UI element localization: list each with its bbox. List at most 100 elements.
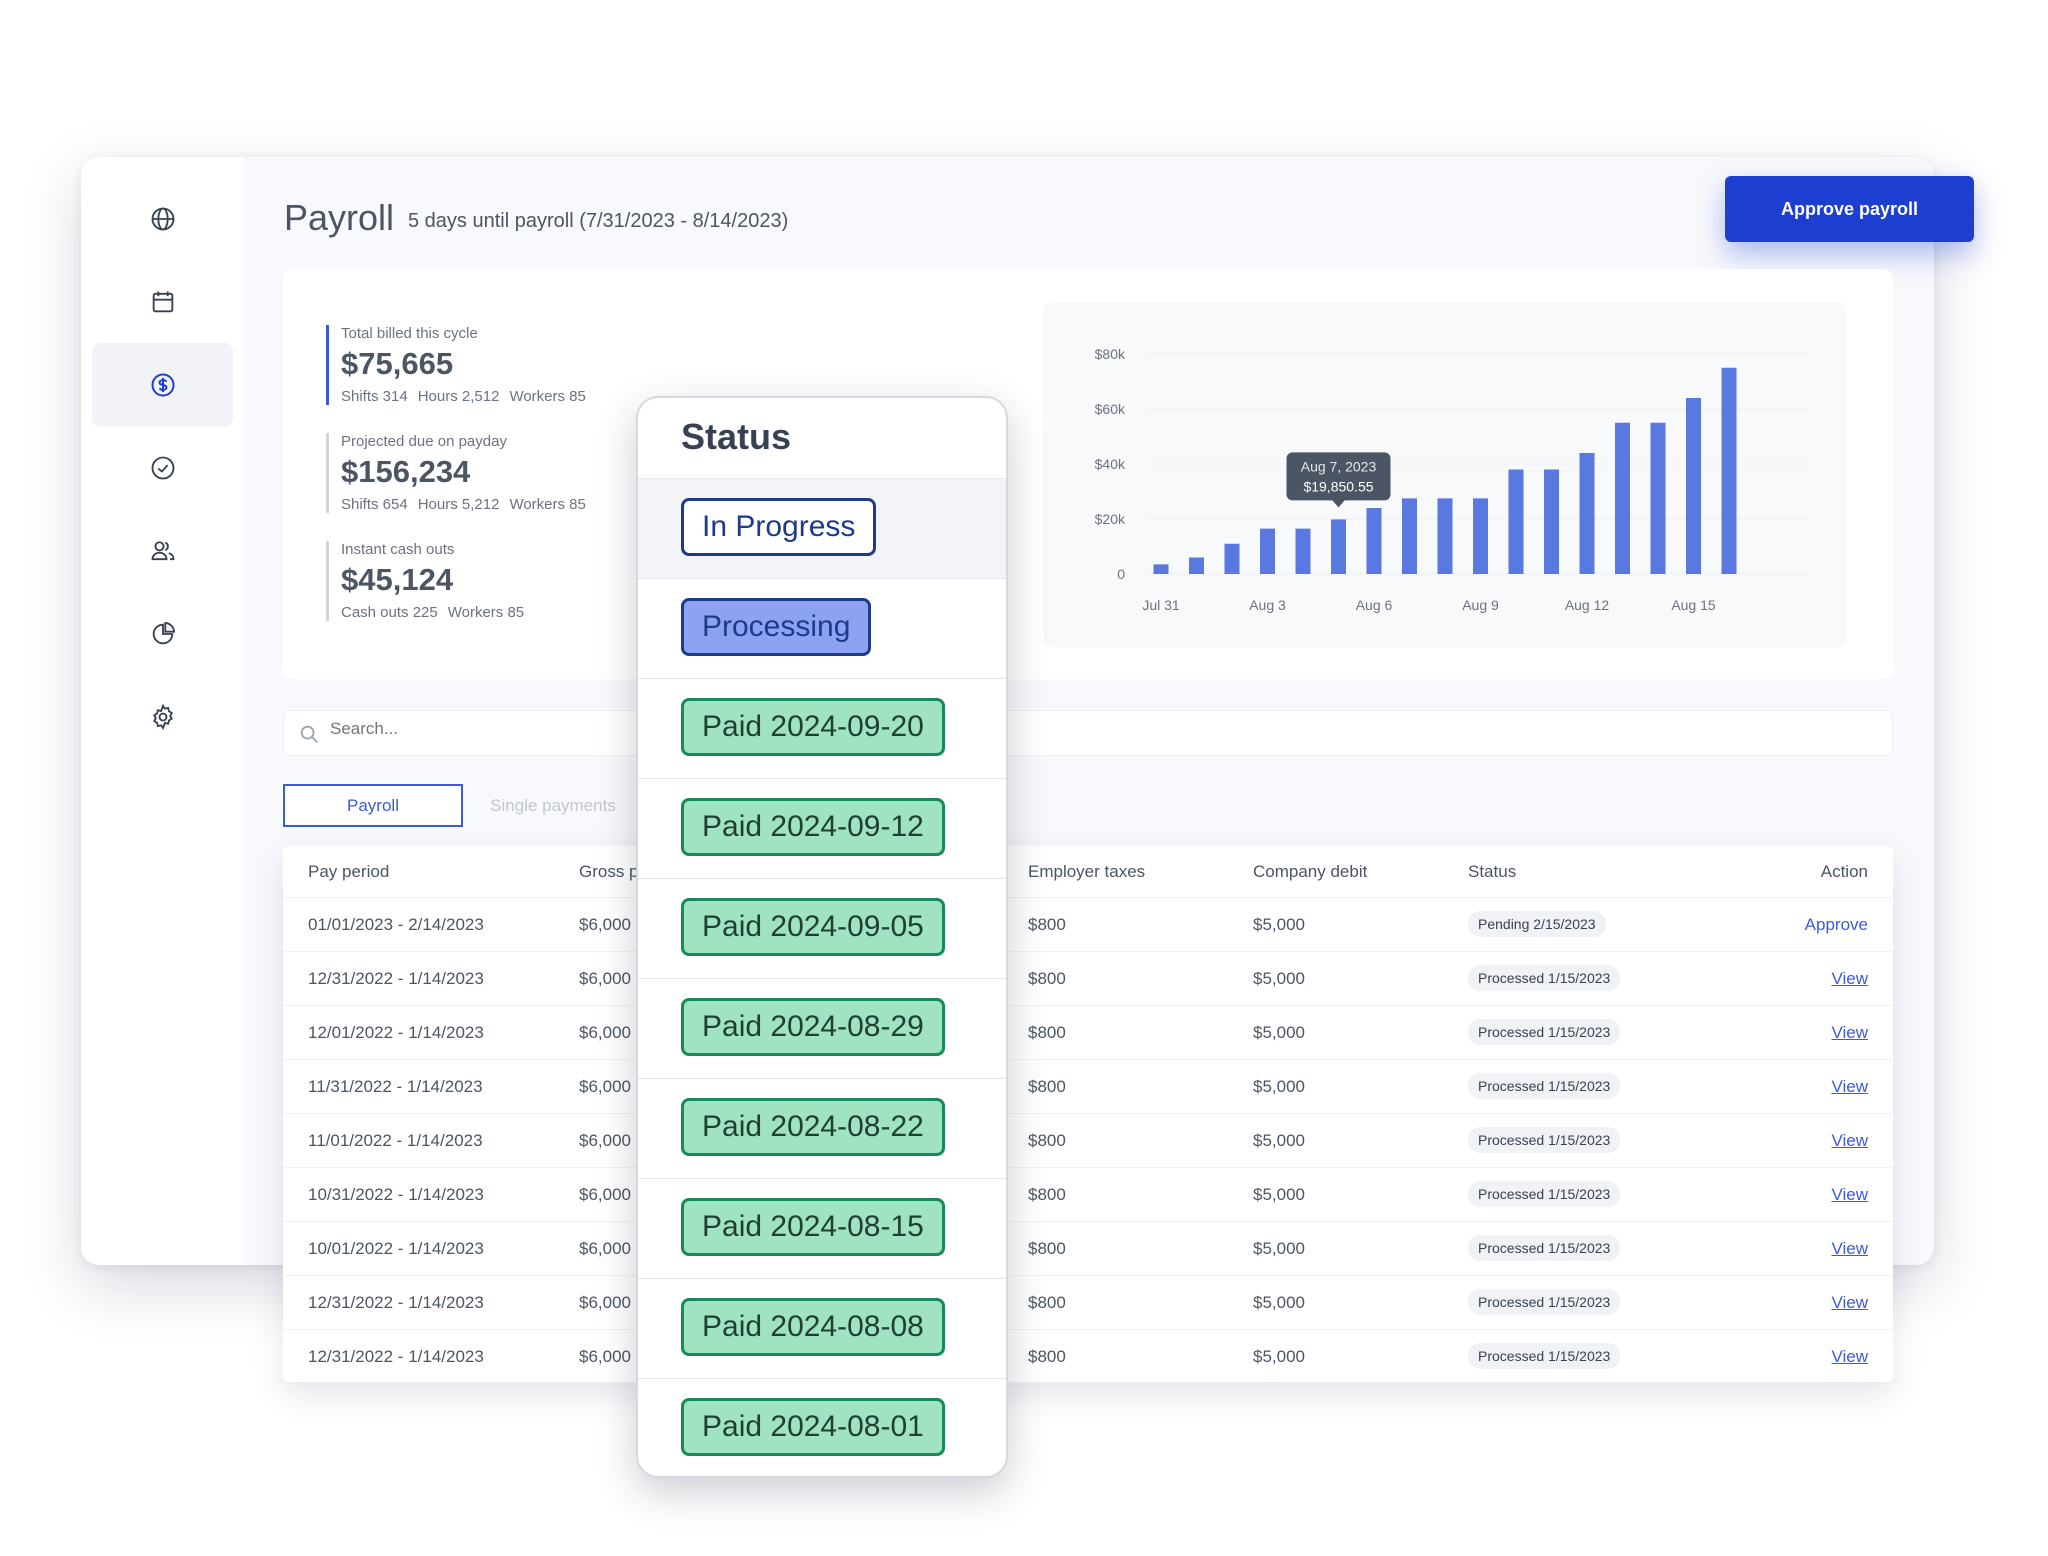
gross-pay-cell: $6,000 — [579, 969, 631, 988]
x-tick-label: Aug 9 — [1462, 597, 1499, 613]
status-badge: Processed 1/15/2023 — [1468, 965, 1621, 991]
company-debit-cell: $5,000 — [1253, 1293, 1305, 1312]
y-tick-label: $20k — [1095, 511, 1126, 527]
approve-link[interactable]: Approve — [1804, 915, 1868, 934]
users-icon — [151, 541, 174, 561]
status-option[interactable]: Processing — [638, 579, 1006, 679]
chart-tooltip — [1286, 452, 1391, 501]
chart-bar — [1331, 519, 1346, 574]
gross-pay-cell: $6,000 — [579, 1077, 631, 1096]
tab-payroll[interactable]: Payroll — [283, 784, 463, 827]
search-icon — [300, 725, 318, 743]
column-header-gross[interactable]: Gross p — [579, 862, 639, 881]
status-option[interactable]: Paid 2024-08-15 — [638, 1179, 1006, 1279]
approve-payroll-button[interactable]: Approve payroll — [1725, 176, 1974, 242]
company-debit-cell: $5,000 — [1253, 1239, 1305, 1258]
employer-taxes-cell: $800 — [1028, 1077, 1066, 1096]
employer-taxes-cell: $800 — [1028, 1023, 1066, 1042]
table-header: Pay period Gross p Employer taxes Compan… — [283, 846, 1893, 898]
chart-bar — [1615, 422, 1630, 574]
status-option[interactable]: Paid 2024-09-12 — [638, 779, 1006, 879]
x-tick-label: Aug 3 — [1249, 597, 1286, 613]
status-chip: Paid 2024-09-05 — [681, 898, 945, 956]
chart-bar — [1224, 543, 1240, 574]
company-debit-cell: $5,000 — [1253, 969, 1305, 988]
column-header-company-debit[interactable]: Company debit — [1253, 862, 1368, 881]
search-bar — [283, 710, 1893, 756]
view-link[interactable]: View — [1831, 1023, 1868, 1042]
gross-pay-cell: $6,000 — [579, 1293, 631, 1312]
status-option[interactable]: Paid 2024-08-08 — [638, 1279, 1006, 1379]
tab-single-payments[interactable]: Single payments — [490, 795, 616, 815]
employer-taxes-cell: $800 — [1028, 969, 1066, 988]
payroll-countdown: 5 days until payroll (7/31/2023 - 8/14/2… — [408, 210, 789, 232]
x-tick-label: Aug 15 — [1671, 597, 1716, 613]
status-dropdown: Status In Progress Processing Paid 2024-09… — [636, 396, 1008, 1478]
sidebar-item-globe[interactable] — [92, 177, 233, 261]
gross-pay-cell: $6,000 — [579, 1185, 631, 1204]
y-tick-label: $60k — [1095, 401, 1126, 417]
chart-bar — [1721, 367, 1737, 574]
table-row: 11/01/2022 - 1/14/2023 $6,000 $800 $5,000 Pr… — [283, 1114, 1893, 1168]
bar-chart: 0 $20k $40k $60k $80k Jul 31 Aug 3 Aug 6 Aug 9 Au… — [1095, 346, 1808, 613]
sidebar-item-settings[interactable] — [92, 675, 233, 759]
sidebar-item-workers[interactable] — [92, 509, 233, 593]
employer-taxes-cell: $800 — [1028, 1185, 1066, 1204]
chart-bar — [1579, 453, 1595, 574]
status-chip: Paid 2024-08-22 — [681, 1098, 945, 1156]
chart-bar — [1189, 557, 1204, 574]
status-badge: Processed 1/15/2023 — [1468, 1181, 1621, 1207]
status-option[interactable]: Paid 2024-08-22 — [638, 1079, 1006, 1179]
column-header-pay-period[interactable]: Pay period — [308, 862, 390, 881]
dollar-icon — [151, 373, 174, 397]
chart-bar — [1508, 469, 1524, 574]
status-option[interactable]: Paid 2024-08-29 — [638, 979, 1006, 1079]
status-option[interactable]: Paid 2024-09-05 — [638, 879, 1006, 979]
pay-period-cell: 10/01/2022 - 1/14/2023 — [308, 1239, 484, 1258]
employer-taxes-cell: $800 — [1028, 1131, 1066, 1150]
globe-icon — [151, 207, 174, 231]
company-debit-cell: $5,000 — [1253, 1131, 1305, 1150]
status-chip: Paid 2024-09-12 — [681, 798, 945, 856]
billing-chart: 0 $20k $40k $60k $80k Jul 31 Aug 3 Aug 6 Aug 9 Au… — [1043, 302, 1847, 647]
pay-period-cell: 11/31/2022 - 1/14/2023 — [308, 1077, 483, 1096]
status-chip: Paid 2024-08-01 — [681, 1398, 945, 1456]
column-header-employer-taxes[interactable]: Employer taxes — [1028, 862, 1146, 881]
view-link[interactable]: View — [1831, 1347, 1868, 1366]
column-header-status[interactable]: Status — [1468, 862, 1517, 881]
stat-value: $45,124 — [341, 562, 454, 597]
calendar-icon — [152, 291, 173, 313]
chart-bar — [1260, 528, 1275, 574]
pay-period-cell: 12/31/2022 - 1/14/2023 — [308, 969, 484, 988]
status-chip: In Progress — [681, 498, 877, 556]
sidebar-item-reports[interactable] — [92, 592, 233, 676]
divider — [638, 478, 1006, 479]
employer-taxes-cell: $800 — [1028, 1239, 1066, 1258]
stat-value: $75,665 — [341, 346, 454, 381]
chart-bar — [1366, 508, 1382, 574]
gross-pay-cell: $6,000 — [579, 1023, 631, 1042]
sidebar-item-calendar[interactable] — [92, 260, 233, 344]
pay-period-cell: 12/01/2022 - 1/14/2023 — [308, 1023, 484, 1042]
gross-pay-cell: $6,000 — [579, 1347, 631, 1366]
status-option[interactable]: Paid 2024-09-20 — [638, 679, 1006, 779]
view-link[interactable]: View — [1831, 1185, 1868, 1204]
gross-pay-cell: $6,000 — [579, 915, 631, 934]
sidebar-item-approvals[interactable] — [92, 426, 233, 510]
status-option[interactable]: Paid 2024-08-01 — [638, 1379, 1006, 1476]
view-link[interactable]: View — [1831, 1239, 1868, 1258]
y-tick-label: $40k — [1095, 456, 1126, 472]
chart-bar — [1473, 498, 1488, 574]
pay-period-cell: 10/31/2022 - 1/14/2023 — [308, 1185, 484, 1204]
employer-taxes-cell: $800 — [1028, 915, 1066, 934]
view-link[interactable]: View — [1831, 1293, 1868, 1312]
company-debit-cell: $5,000 — [1253, 915, 1305, 934]
chart-bar — [1295, 528, 1311, 574]
status-option[interactable]: In Progress — [638, 479, 1006, 579]
stat-value: $156,234 — [341, 454, 471, 489]
sidebar-item-payroll[interactable] — [92, 343, 233, 427]
view-link[interactable]: View — [1831, 1077, 1868, 1096]
view-link[interactable]: View — [1831, 969, 1868, 988]
status-chip: Paid 2024-09-20 — [681, 698, 945, 756]
view-link[interactable]: View — [1831, 1131, 1868, 1150]
